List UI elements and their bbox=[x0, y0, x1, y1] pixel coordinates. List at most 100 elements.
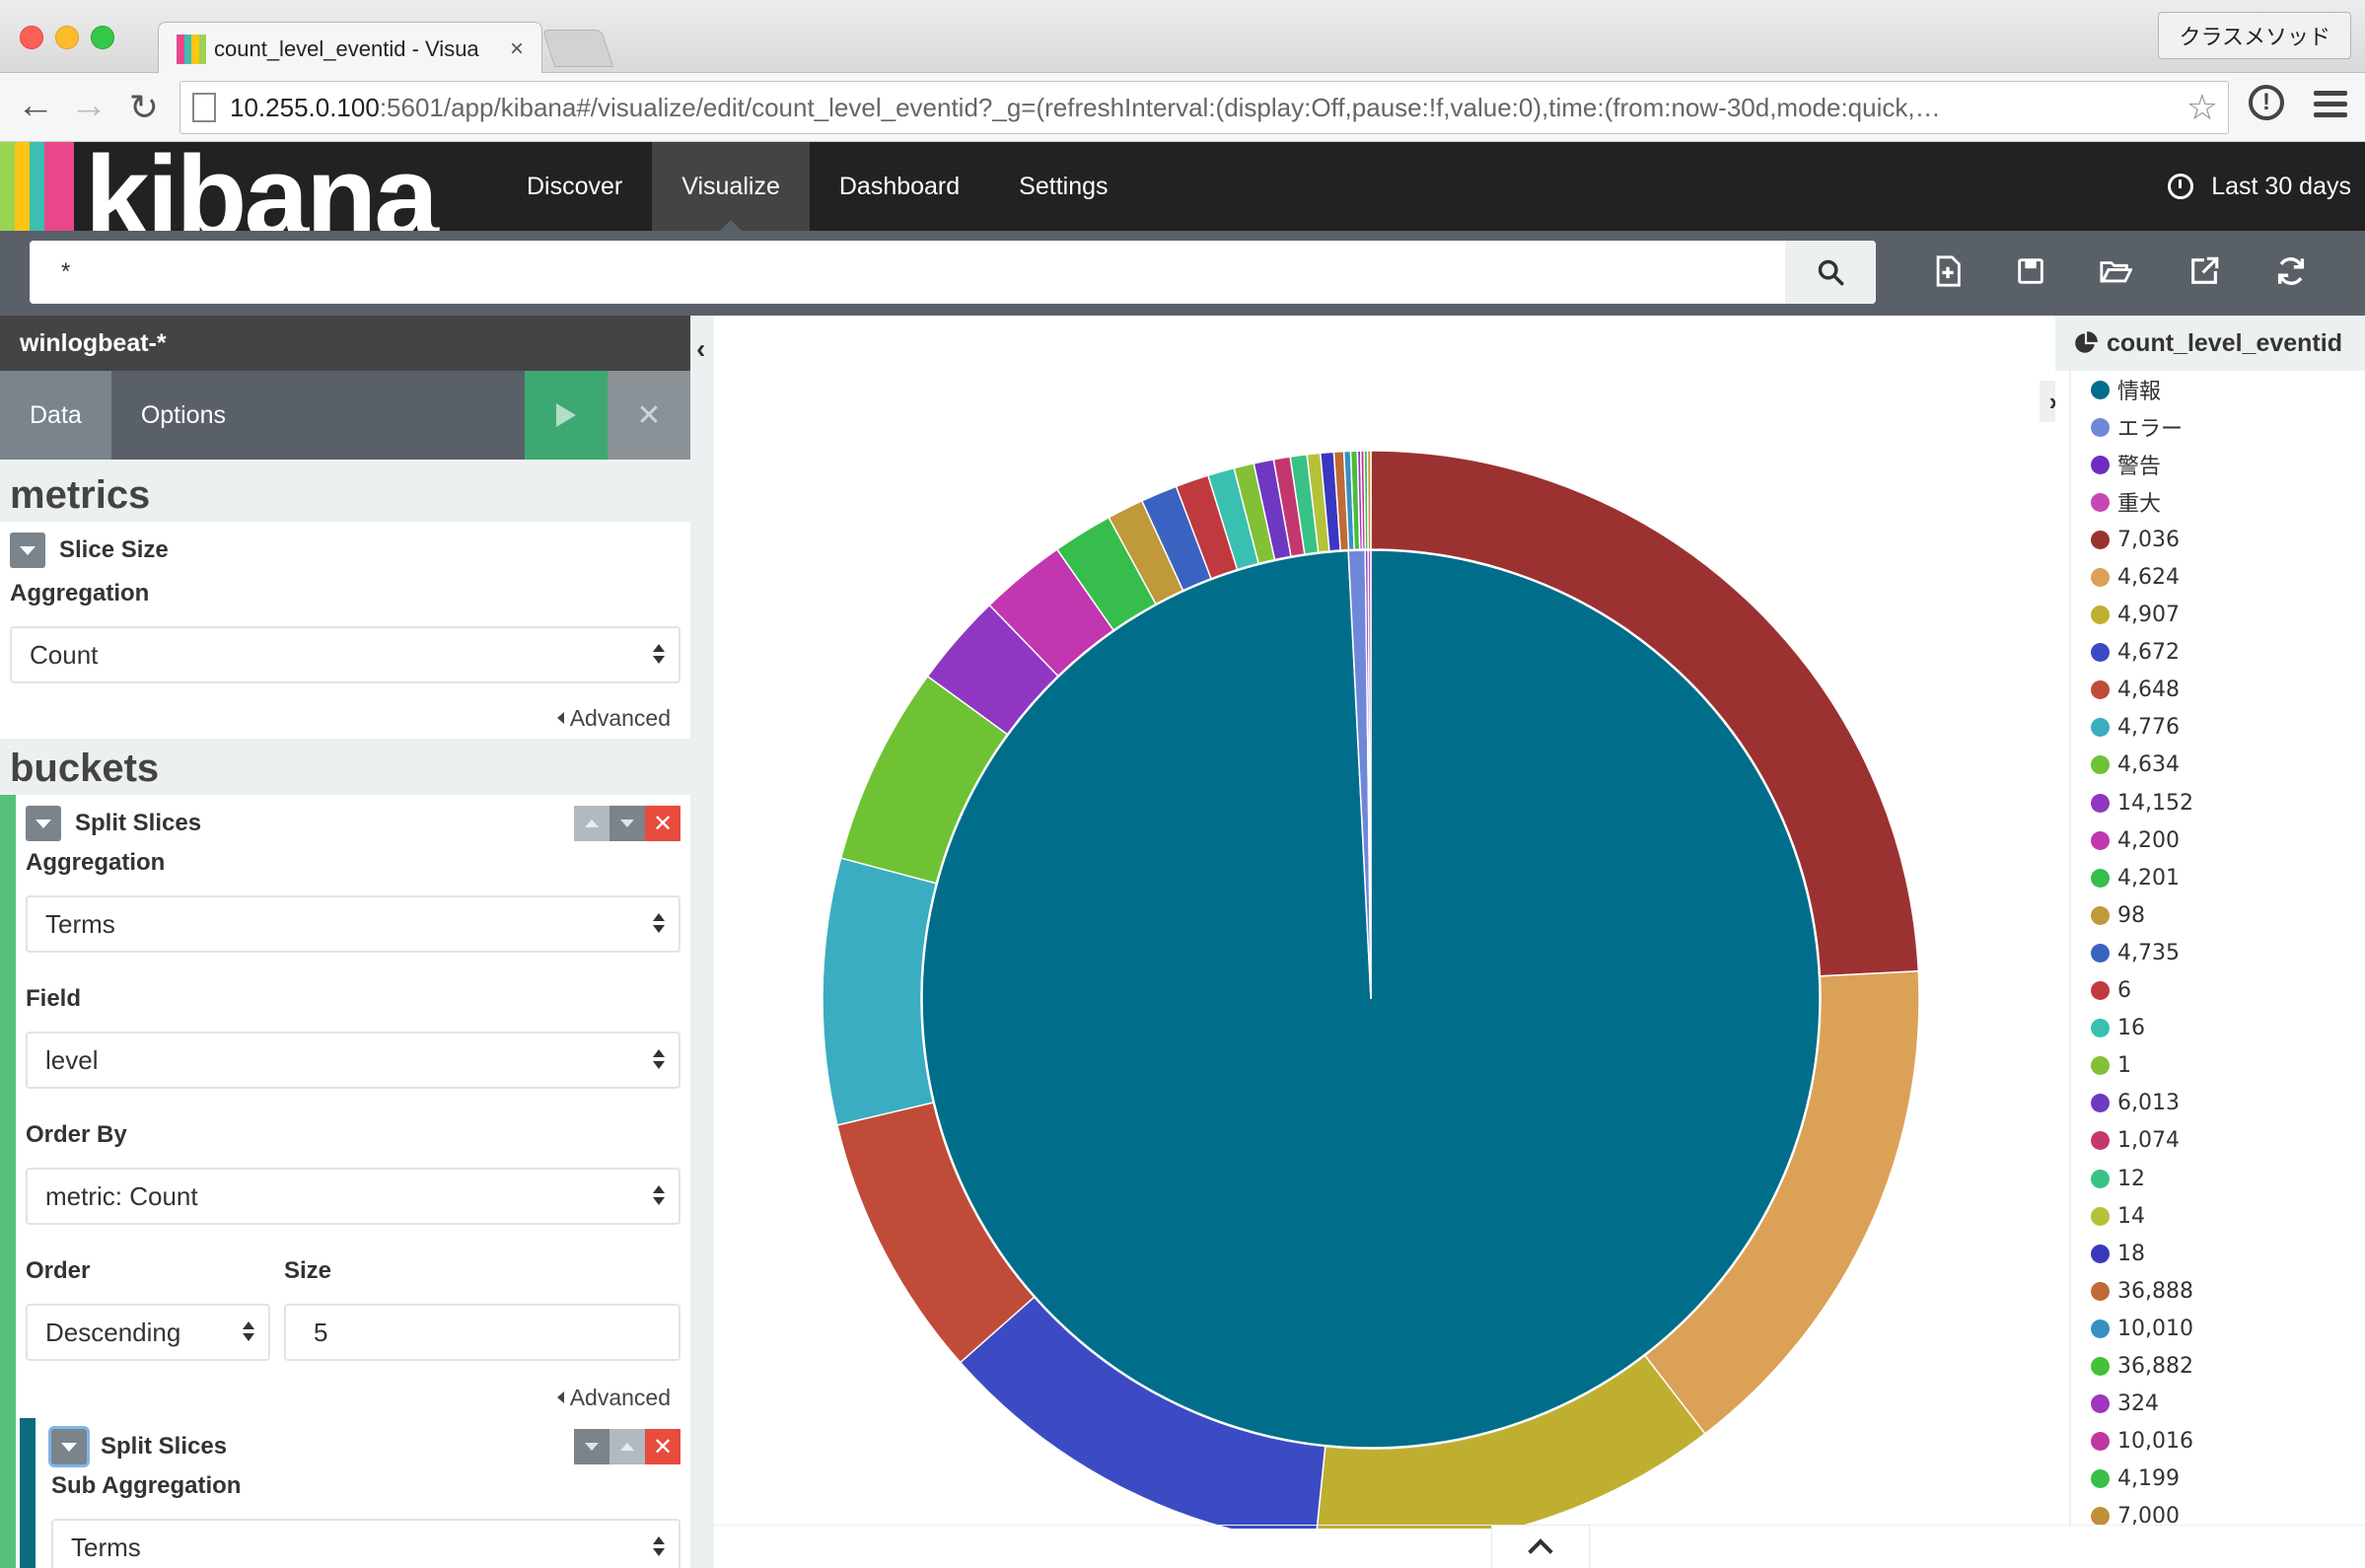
legend-item[interactable]: 4,624 bbox=[2091, 558, 2365, 596]
window-zoom-button[interactable] bbox=[91, 26, 114, 49]
sub-aggregation-select[interactable]: Terms bbox=[51, 1519, 681, 1568]
inner-slice[interactable] bbox=[1367, 549, 1372, 1000]
legend-item[interactable]: 18 bbox=[2091, 1235, 2365, 1272]
url-text[interactable]: 10.255.0.100:5601/app/kibana#/visualize/… bbox=[230, 93, 2186, 123]
legend-item[interactable]: 重大 bbox=[2091, 483, 2365, 521]
legend-item[interactable]: 1,074 bbox=[2091, 1122, 2365, 1160]
tab-options[interactable]: Options bbox=[140, 400, 226, 429]
legend-item[interactable]: 警告 bbox=[2091, 446, 2365, 483]
move-up-icon[interactable] bbox=[574, 1429, 609, 1464]
legend-label: 重大 bbox=[2117, 492, 2162, 518]
legend-item[interactable]: 16 bbox=[2091, 1010, 2365, 1047]
collapse-toggle-icon[interactable] bbox=[51, 1429, 87, 1464]
legend-item[interactable]: 4,648 bbox=[2091, 672, 2365, 709]
legend-item[interactable]: 4,201 bbox=[2091, 859, 2365, 896]
legend-item[interactable]: 4,735 bbox=[2091, 934, 2365, 971]
legend-item[interactable]: 36,882 bbox=[2091, 1347, 2365, 1385]
legend-item[interactable]: 4,672 bbox=[2091, 634, 2365, 672]
nav-visualize[interactable]: Visualize bbox=[652, 142, 810, 231]
size-input[interactable]: 5 bbox=[284, 1304, 681, 1361]
legend-item[interactable]: 36,888 bbox=[2091, 1272, 2365, 1310]
legend-item[interactable]: 7,036 bbox=[2091, 521, 2365, 558]
open-folder-icon[interactable] bbox=[2099, 254, 2133, 288]
collapse-toggle-icon[interactable] bbox=[26, 806, 61, 841]
save-icon[interactable] bbox=[2014, 254, 2047, 288]
legend-label: 4,199 bbox=[2117, 1466, 2180, 1492]
outer-slice[interactable] bbox=[1366, 450, 1372, 550]
address-bar[interactable]: 10.255.0.100:5601/app/kibana#/visualize/… bbox=[179, 81, 2229, 134]
metric-agg-header[interactable]: Slice Size bbox=[10, 522, 681, 579]
legend-item[interactable]: エラー bbox=[2091, 408, 2365, 446]
apply-changes-button[interactable] bbox=[525, 371, 608, 460]
advanced-toggle[interactable]: Advanced bbox=[10, 697, 681, 739]
legend-item[interactable]: 10,010 bbox=[2091, 1310, 2365, 1347]
discard-changes-button[interactable]: ✕ bbox=[608, 371, 690, 460]
move-down-icon[interactable] bbox=[609, 1429, 645, 1464]
extension-icon[interactable]: ! bbox=[2249, 85, 2284, 120]
bookmark-star-icon[interactable]: ☆ bbox=[2186, 87, 2218, 127]
legend-item[interactable]: 12 bbox=[2091, 1160, 2365, 1197]
order-by-select[interactable]: metric: Count bbox=[26, 1168, 681, 1225]
nav-dashboard[interactable]: Dashboard bbox=[838, 172, 961, 200]
window-close-button[interactable] bbox=[20, 26, 43, 49]
legend-item[interactable]: 98 bbox=[2091, 896, 2365, 934]
legend-item[interactable]: 1 bbox=[2091, 1047, 2365, 1085]
remove-agg-icon[interactable]: ✕ bbox=[645, 1429, 681, 1464]
bucket-agg-2-header[interactable]: Split Slices ✕ bbox=[51, 1418, 681, 1475]
move-up-icon[interactable] bbox=[574, 806, 609, 841]
size-group: Size 5 bbox=[284, 1248, 681, 1361]
browser-tab-active[interactable]: count_level_eventid - Visua × bbox=[158, 22, 542, 75]
legend-item[interactable]: 6,013 bbox=[2091, 1085, 2365, 1122]
new-tab-button[interactable] bbox=[541, 30, 614, 67]
search-icon bbox=[1818, 259, 1844, 286]
field-value: level bbox=[45, 1044, 99, 1075]
close-tab-icon[interactable]: × bbox=[509, 35, 524, 62]
field-select[interactable]: level bbox=[26, 1032, 681, 1089]
tab-data[interactable]: Data bbox=[0, 371, 111, 460]
share-icon[interactable] bbox=[2187, 254, 2221, 288]
search-button[interactable] bbox=[1785, 241, 1876, 304]
move-down-icon[interactable] bbox=[609, 806, 645, 841]
legend-item[interactable]: 10,016 bbox=[2091, 1423, 2365, 1461]
pie-chart[interactable] bbox=[714, 316, 2053, 1529]
browser-menu-icon[interactable] bbox=[2314, 91, 2347, 123]
legend-item[interactable]: 14 bbox=[2091, 1197, 2365, 1235]
legend-item[interactable]: 324 bbox=[2091, 1386, 2365, 1423]
legend-item[interactable]: 4,776 bbox=[2091, 709, 2365, 747]
outer-slice[interactable] bbox=[1370, 450, 1920, 977]
forward-arrow-icon[interactable]: → bbox=[70, 85, 108, 126]
legend-item[interactable]: 4,634 bbox=[2091, 747, 2365, 784]
metric-aggregation-select[interactable]: Count bbox=[10, 626, 681, 683]
kibana-logo[interactable]: kibana bbox=[0, 142, 497, 231]
remove-agg-icon[interactable]: ✕ bbox=[645, 806, 681, 841]
collapse-sidebar-icon[interactable]: ‹ bbox=[696, 333, 706, 364]
profile-button[interactable]: クラスメソッド bbox=[2158, 12, 2351, 59]
bucket-agg-1-header[interactable]: Split Slices ✕ bbox=[26, 795, 681, 852]
legend-color-dot bbox=[2091, 530, 2110, 549]
search-input[interactable] bbox=[30, 241, 1785, 304]
refresh-icon[interactable] bbox=[2274, 254, 2308, 288]
legend-item[interactable]: 4,907 bbox=[2091, 597, 2365, 634]
nav-settings[interactable]: Settings bbox=[1019, 172, 1109, 200]
legend-color-dot bbox=[2091, 417, 2110, 437]
outer-slice[interactable] bbox=[822, 857, 938, 1126]
collapse-toggle-icon[interactable] bbox=[10, 533, 45, 568]
reload-icon[interactable]: ↻ bbox=[128, 87, 160, 127]
legend-item[interactable]: 4,200 bbox=[2091, 821, 2365, 859]
new-visualization-icon[interactable] bbox=[1931, 254, 1965, 288]
legend-item[interactable]: 6 bbox=[2091, 972, 2365, 1010]
legend-item[interactable]: 7,000 bbox=[2091, 1498, 2365, 1525]
spy-toggle-chevron-up-icon[interactable] bbox=[1491, 1525, 1590, 1568]
bucket-aggregation-select[interactable]: Terms bbox=[26, 895, 681, 953]
nav-discover[interactable]: Discover bbox=[527, 172, 623, 200]
back-arrow-icon[interactable]: ← bbox=[17, 85, 54, 126]
legend-item[interactable]: 4,199 bbox=[2091, 1461, 2365, 1498]
advanced-toggle[interactable]: Advanced bbox=[26, 1377, 681, 1418]
legend-color-dot bbox=[2091, 1206, 2110, 1226]
legend-item[interactable]: 14,152 bbox=[2091, 784, 2365, 821]
order-select[interactable]: Descending bbox=[26, 1304, 270, 1361]
window-minimize-button[interactable] bbox=[55, 26, 79, 49]
outer-slice[interactable] bbox=[1316, 1354, 1706, 1529]
time-picker[interactable]: Last 30 days bbox=[2168, 142, 2351, 231]
legend-item[interactable]: 情報 bbox=[2091, 371, 2365, 408]
